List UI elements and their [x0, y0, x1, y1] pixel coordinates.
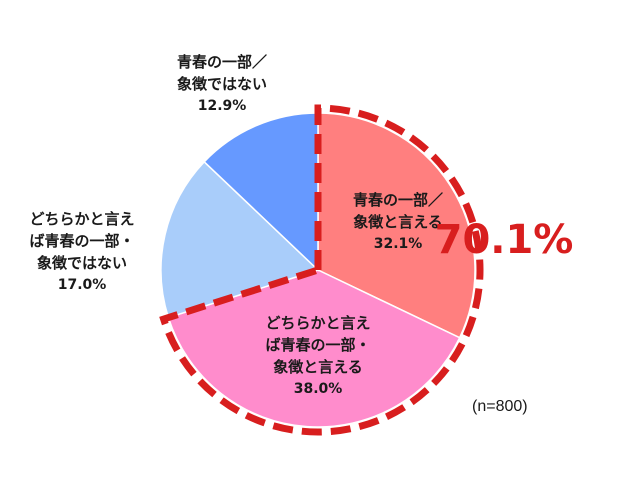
slice-somewhat-no: [160, 160, 320, 319]
slice-label-somewhat-no: どちらかと言え ば青春の一部・ 象徴ではない 17.0%: [29, 208, 134, 296]
slice-somewhat-yes: [167, 269, 461, 428]
highlight-total-label: 70.1%: [434, 217, 574, 263]
highlight-outline: [159, 104, 484, 436]
slice-label-no: 青春の一部／ 象徴ではない 12.9%: [177, 51, 267, 117]
slice-value-somewhat-no: 17.0%: [57, 277, 107, 293]
slice-no: [203, 112, 319, 272]
pie-slices: [160, 112, 476, 428]
slice-yes: [317, 112, 476, 339]
slice-label-somewhat-yes: どちらかと言え ば青春の一部・ 象徴と言える 38.0%: [265, 312, 370, 400]
slice-value-no: 12.9%: [197, 98, 247, 114]
sample-size-annotation: (n=800): [472, 398, 528, 415]
slice-value-yes: 32.1%: [373, 236, 423, 252]
slice-value-somewhat-yes: 38.0%: [293, 381, 343, 397]
slice-label-yes: 青春の一部／ 象徴と言える 32.1%: [353, 189, 443, 255]
